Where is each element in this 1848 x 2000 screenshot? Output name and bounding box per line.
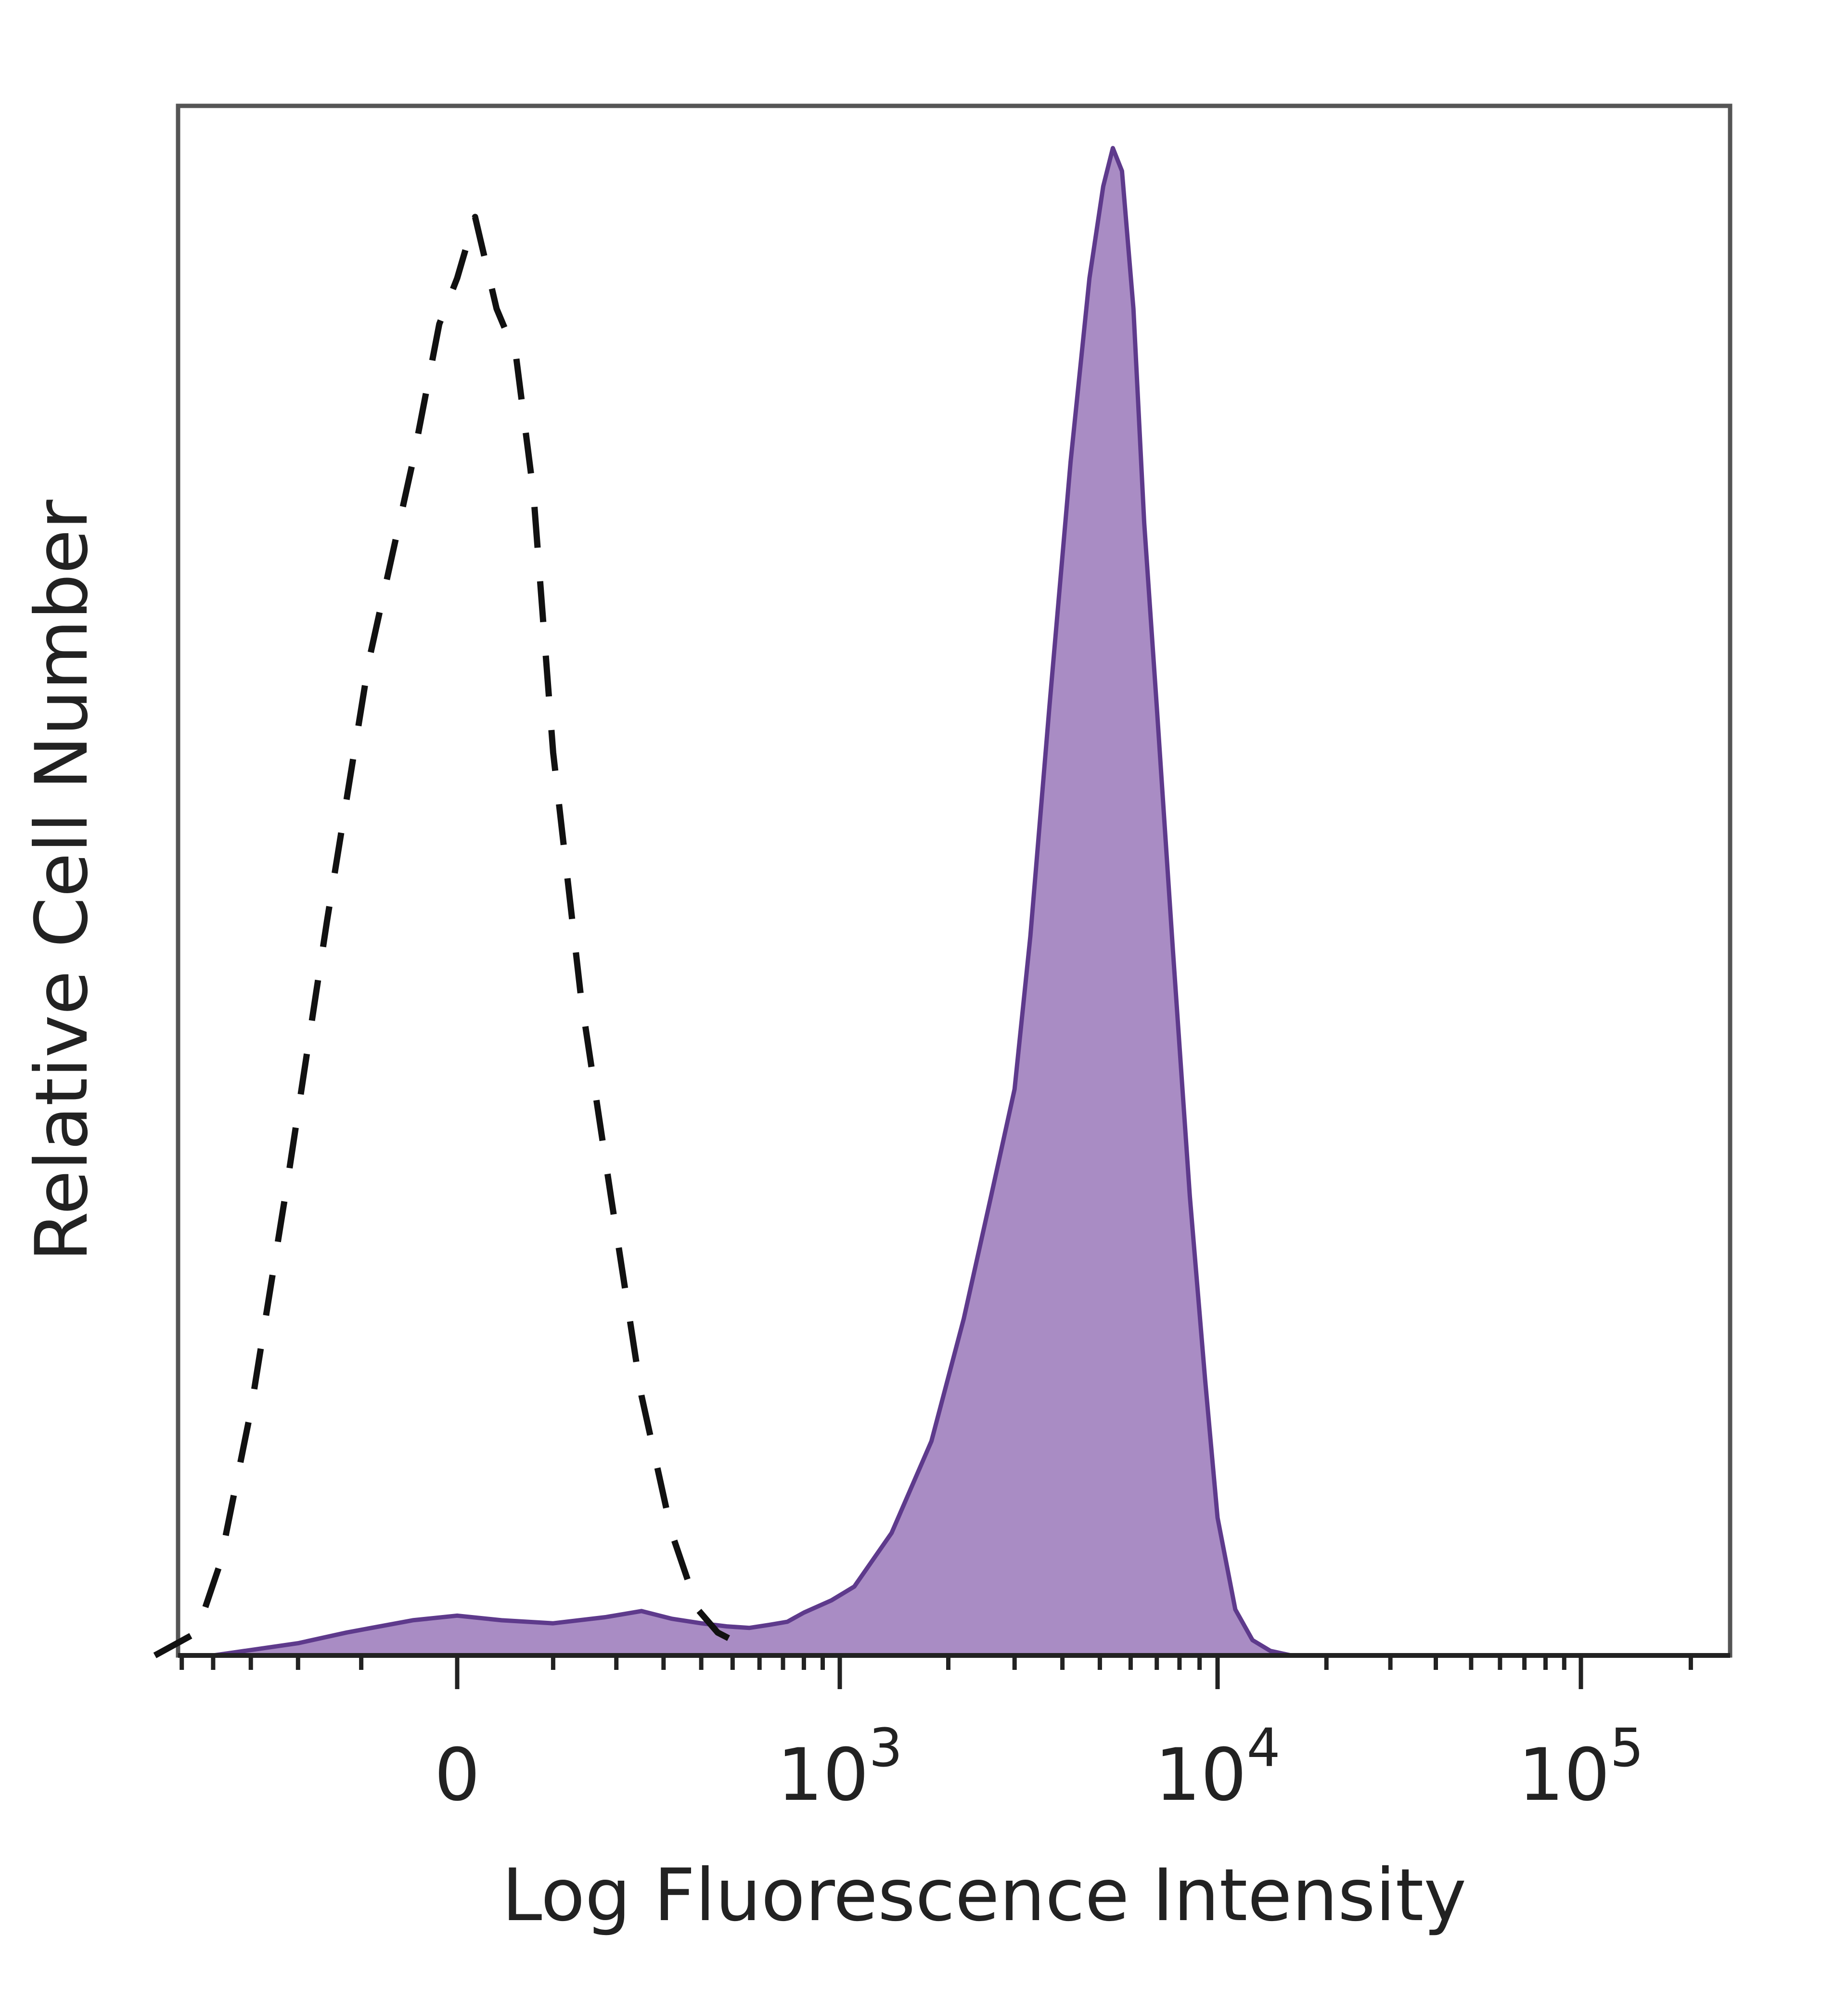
x-ticks: 0 103 104 105: [180, 1655, 1693, 1817]
series-1-area: [213, 148, 1292, 1656]
series-layer: [153, 146, 1292, 1658]
x-tick-label: 104: [1155, 1717, 1281, 1817]
x-axis-title: Log Fluorescence Intensity: [502, 1854, 1466, 1937]
x-tick-label: 103: [777, 1717, 903, 1817]
series-1-line: [213, 146, 1292, 1658]
y-axis-title: Relative Cell Number: [20, 500, 104, 1262]
series-0-line: [153, 214, 740, 1658]
x-tick-label: 105: [1518, 1717, 1644, 1817]
x-tick-label: 0: [434, 1733, 480, 1817]
